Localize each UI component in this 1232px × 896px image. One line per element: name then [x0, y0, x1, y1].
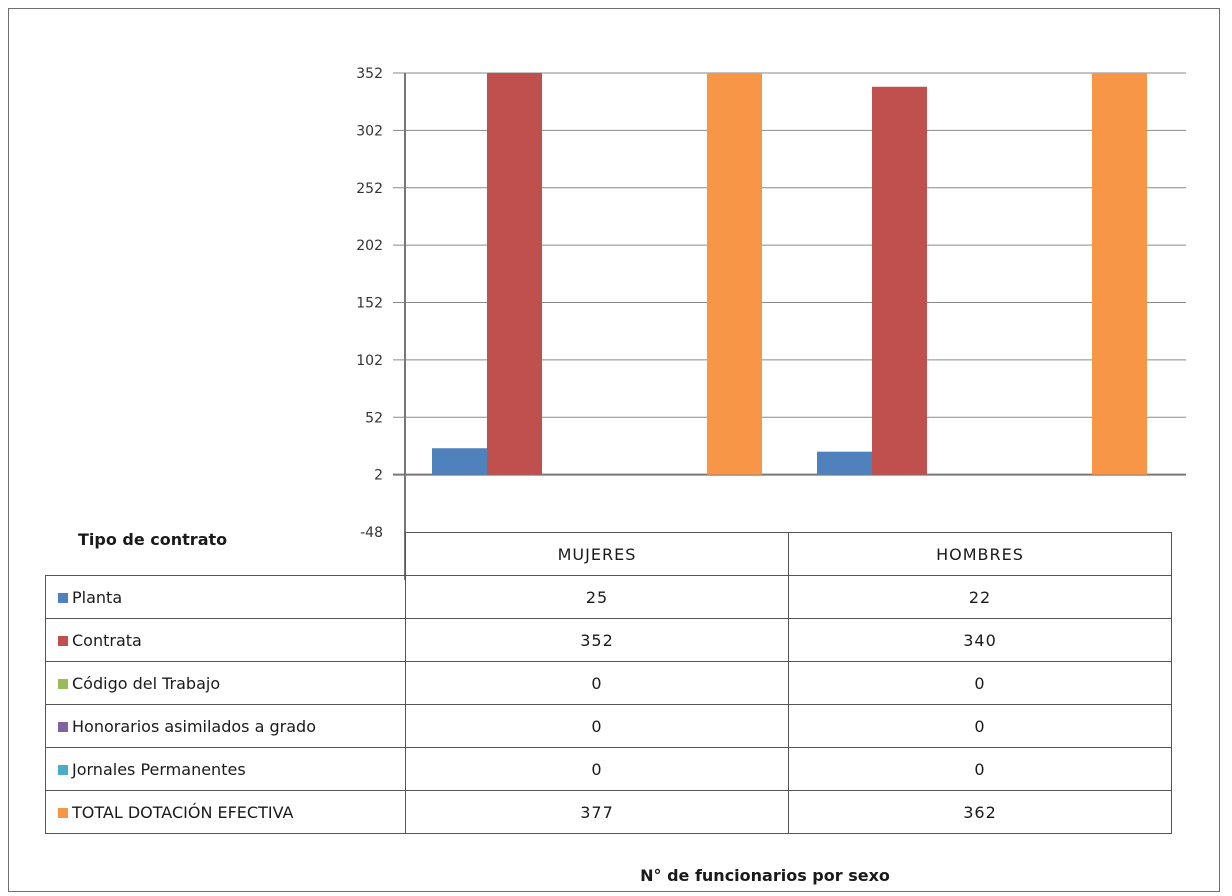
y-tick-label: 252 [356, 181, 383, 197]
legend-swatch-icon [58, 721, 68, 732]
row-label: TOTAL DOTACIÓN EFECTIVA [72, 802, 294, 822]
table-row: Jornales Permanentes 0 0 [45, 747, 1172, 791]
cell-value: 25 [405, 575, 789, 619]
legend-swatch-icon [58, 678, 68, 689]
cell-value: 352 [405, 618, 789, 662]
table-row: Código del Trabajo 0 0 [45, 661, 1172, 705]
column-header-mujeres: MUJERES [405, 532, 789, 576]
cell-value: 362 [788, 790, 1172, 834]
x-axis-title: N° de funcionarios por sexo [640, 866, 890, 885]
row-label: Honorarios asimilados a grado [72, 716, 316, 736]
chart-frame [8, 8, 1220, 892]
legend-swatch-icon [58, 635, 68, 646]
row-label: Contrata [72, 630, 142, 650]
table-row: TOTAL DOTACIÓN EFECTIVA 377 362 [45, 790, 1172, 834]
cell-value: 0 [788, 747, 1172, 791]
table-header-row: MUJERES HOMBRES [45, 532, 1172, 576]
y-tick-label: 152 [356, 296, 383, 312]
row-label: Código del Trabajo [72, 673, 221, 693]
cell-value: 0 [788, 661, 1172, 705]
data-table: MUJERES HOMBRES Planta 25 22 Contrata 35… [45, 532, 1172, 834]
legend-swatch-icon [58, 807, 68, 818]
bar [1092, 73, 1147, 475]
cell-value: 0 [405, 704, 789, 748]
bar [872, 86, 927, 475]
table-row: Honorarios asimilados a grado 0 0 [45, 704, 1172, 748]
cell-value: 22 [788, 575, 1172, 619]
row-label: Jornales Permanentes [72, 759, 246, 779]
bar [487, 73, 542, 475]
cell-value: 0 [788, 704, 1172, 748]
legend-swatch-icon [58, 592, 68, 603]
table-row: Contrata 352 340 [45, 618, 1172, 662]
bar [432, 448, 487, 475]
cell-value: 340 [788, 618, 1172, 662]
y-tick-label: 2 [374, 468, 383, 484]
cell-value: 0 [405, 661, 789, 705]
y-tick-label: 352 [356, 66, 383, 82]
cell-value: 377 [405, 790, 789, 834]
bar [707, 73, 762, 475]
y-tick-label: 302 [356, 123, 383, 139]
legend-swatch-icon [58, 764, 68, 775]
table-row: Planta 25 22 [45, 575, 1172, 619]
column-header-hombres: HOMBRES [788, 532, 1172, 576]
y-tick-label: 52 [365, 410, 383, 426]
bar [817, 451, 872, 475]
y-tick-label: 102 [356, 353, 383, 369]
cell-value: 0 [405, 747, 789, 791]
y-tick-label: 202 [356, 238, 383, 254]
row-label: Planta [72, 587, 123, 607]
table-corner-cell [45, 532, 406, 576]
